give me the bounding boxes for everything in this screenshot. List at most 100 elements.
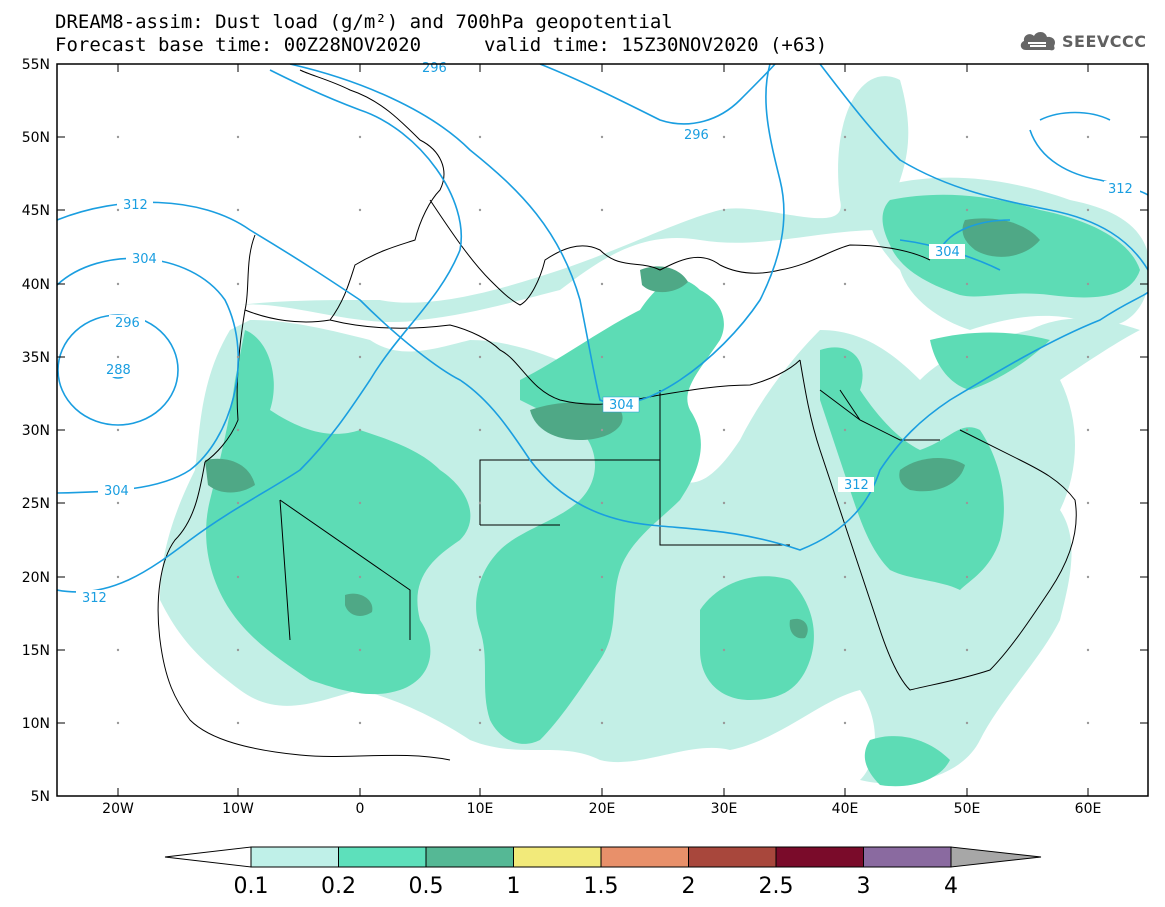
contour-label: 312 <box>123 198 148 213</box>
grid-dot <box>965 501 969 505</box>
grid-dot <box>1086 501 1090 505</box>
grid-dot <box>965 208 969 212</box>
contour-label: 312 <box>82 591 107 606</box>
contour-label: 304 <box>132 252 157 267</box>
grid-dot <box>843 721 847 725</box>
lat-tick-label: 15N <box>22 643 50 659</box>
grid-dots <box>116 135 1090 725</box>
contour-label: 304 <box>935 245 960 260</box>
grid-dot <box>358 501 362 505</box>
grid-dot <box>478 135 482 139</box>
grid-dot <box>722 355 726 359</box>
grid-dot <box>1086 721 1090 725</box>
map-title: DREAM8-assim: Dust load (g/m²) and 700hP… <box>55 11 673 33</box>
cloud-icon <box>1020 32 1056 51</box>
grid-dot <box>965 282 969 286</box>
grid-dot <box>600 575 604 579</box>
grid-dot <box>600 282 604 286</box>
contour-label: 312 <box>844 478 869 493</box>
grid-dot <box>600 648 604 652</box>
grid-dot <box>116 501 120 505</box>
colorbar-segment <box>513 846 602 868</box>
grid-dot <box>843 135 847 139</box>
lon-tick-label: 0 <box>356 801 365 817</box>
grid-dot <box>236 721 240 725</box>
grid-dot <box>1086 282 1090 286</box>
latitude-axis: 55N 50N 45N 40N 35N 30N 25N 20N 15N 10N 5N <box>22 57 1148 805</box>
lon-tick-label: 50E <box>954 801 981 817</box>
grid-dot <box>1086 135 1090 139</box>
colorbar-tick-label: 1.5 <box>584 874 619 899</box>
logo-text: SEEVCCC <box>1062 31 1147 51</box>
grid-dot <box>236 575 240 579</box>
colorbar-under-arrow <box>164 846 252 868</box>
grid-dot <box>478 648 482 652</box>
dust-mid-areas <box>206 194 1140 787</box>
forecast-base-time: Forecast base time: 00Z28NOV2020 <box>55 34 422 56</box>
grid-dot <box>236 501 240 505</box>
grid-dot <box>478 501 482 505</box>
lat-tick-label: 20N <box>22 570 50 586</box>
grid-dot <box>843 501 847 505</box>
grid-dot <box>116 575 120 579</box>
grid-dot <box>965 355 969 359</box>
colorbar-tick-label: 2 <box>682 874 696 899</box>
grid-dot <box>600 355 604 359</box>
grid-dot <box>965 721 969 725</box>
grid-dot <box>1086 575 1090 579</box>
grid-dot <box>600 135 604 139</box>
grid-dot <box>358 575 362 579</box>
grid-dot <box>600 721 604 725</box>
grid-dot <box>965 575 969 579</box>
grid-dot <box>600 501 604 505</box>
grid-dot <box>600 208 604 212</box>
grid-dot <box>358 282 362 286</box>
grid-dot <box>478 428 482 432</box>
lat-tick-label: 30N <box>22 423 50 439</box>
lat-tick-label: 45N <box>22 203 50 219</box>
grid-dot <box>116 208 120 212</box>
colorbar-segment <box>863 846 952 868</box>
contour-label: 288 <box>106 363 131 378</box>
grid-dot <box>478 575 482 579</box>
dust-fields <box>160 76 1148 787</box>
grid-dot <box>965 428 969 432</box>
grid-dot <box>1086 428 1090 432</box>
lon-tick-label: 40E <box>832 801 859 817</box>
lon-tick-label: 20W <box>102 801 134 817</box>
grid-dot <box>843 575 847 579</box>
dust-dark-areas <box>205 218 1040 639</box>
colorbar-segment <box>688 846 777 868</box>
colorbar-segment <box>775 846 864 868</box>
colorbar-segment <box>425 846 514 868</box>
grid-dot <box>843 648 847 652</box>
grid-dot <box>236 135 240 139</box>
contour-label: 304 <box>104 484 129 499</box>
grid-dot <box>236 208 240 212</box>
grid-dot <box>478 721 482 725</box>
grid-dot <box>478 208 482 212</box>
grid-dot <box>1086 208 1090 212</box>
colorbar: 0.1 0.2 0.5 1 1.5 2 2.5 3 4 <box>164 846 1042 899</box>
grid-dot <box>722 501 726 505</box>
colorbar-tick-label: 3 <box>857 874 871 899</box>
colorbar-tick-label: 1 <box>507 874 521 899</box>
longitude-axis: 20W 10W 0 10E 20E 30E 40E 50E 60E <box>102 64 1101 817</box>
colorbar-over-arrow <box>950 846 1042 868</box>
grid-dot <box>722 282 726 286</box>
grid-dot <box>358 648 362 652</box>
grid-dot <box>116 282 120 286</box>
colorbar-tick-label: 0.5 <box>409 874 444 899</box>
grid-dot <box>358 428 362 432</box>
grid-dot <box>116 721 120 725</box>
grid-dot <box>722 428 726 432</box>
lon-tick-label: 60E <box>1075 801 1102 817</box>
lat-tick-label: 10N <box>22 716 50 732</box>
lat-tick-label: 35N <box>22 350 50 366</box>
grid-dot <box>236 648 240 652</box>
grid-dot <box>843 208 847 212</box>
geopotential-contours <box>57 64 1148 593</box>
grid-dot <box>965 135 969 139</box>
contour-label: 304 <box>609 398 634 413</box>
